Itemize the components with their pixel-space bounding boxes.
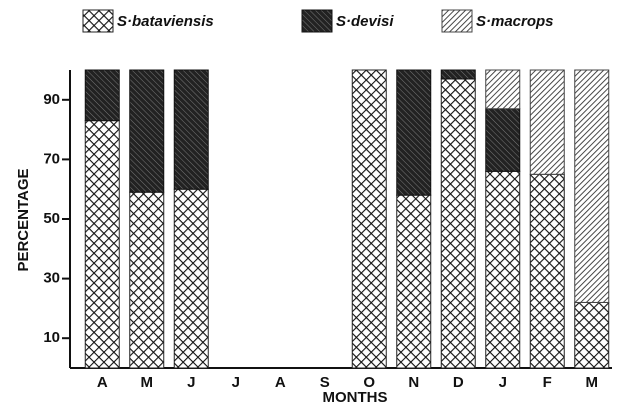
x-tick-label: J [187, 374, 195, 391]
legend-text: S·devisi [336, 13, 394, 30]
bar-segment [440, 69, 476, 80]
y-tick-label: 70 [43, 150, 60, 167]
y-tick-label: 30 [43, 270, 60, 287]
y-tick-label: 50 [43, 210, 60, 227]
x-tick-label: A [97, 374, 108, 391]
bar-segment [574, 69, 610, 303]
bar-segment [129, 191, 165, 369]
y-tick-label: 10 [43, 329, 60, 346]
bar-segment [396, 194, 432, 369]
x-tick-label: S [320, 374, 330, 391]
x-tick-label: J [232, 374, 240, 391]
y-axis-label: PERCENTAGE [15, 168, 32, 271]
x-tick-label: D [453, 374, 464, 391]
x-axis-label: MONTHS [323, 389, 388, 406]
bar-segment [129, 69, 165, 193]
x-tick-label: F [543, 374, 552, 391]
y-tick-label: 90 [43, 91, 60, 108]
x-tick-label: A [275, 374, 286, 391]
legend-text: S·bataviensis [117, 13, 214, 30]
bar-segment [574, 301, 610, 369]
bar-segment [84, 69, 120, 122]
bar-segment [440, 78, 476, 369]
legend-swatch [301, 9, 333, 33]
x-tick-label: O [363, 374, 375, 391]
bar-segment [84, 120, 120, 369]
bar-segment [396, 69, 432, 196]
x-tick-label: N [408, 374, 419, 391]
bar-segment [485, 170, 521, 369]
legend-swatch [82, 9, 114, 33]
x-tick-label: M [586, 374, 599, 391]
bar-segment [173, 188, 209, 369]
x-tick-label: M [141, 374, 154, 391]
legend-swatch [441, 9, 473, 33]
bar-segment [351, 69, 387, 369]
bar-segment [485, 108, 521, 172]
bar-segment [485, 69, 521, 110]
bar-segment [529, 69, 565, 175]
x-tick-label: J [499, 374, 507, 391]
legend-text: S·macrops [476, 13, 554, 30]
bar-segment [173, 69, 209, 190]
bar-segment [529, 173, 565, 369]
